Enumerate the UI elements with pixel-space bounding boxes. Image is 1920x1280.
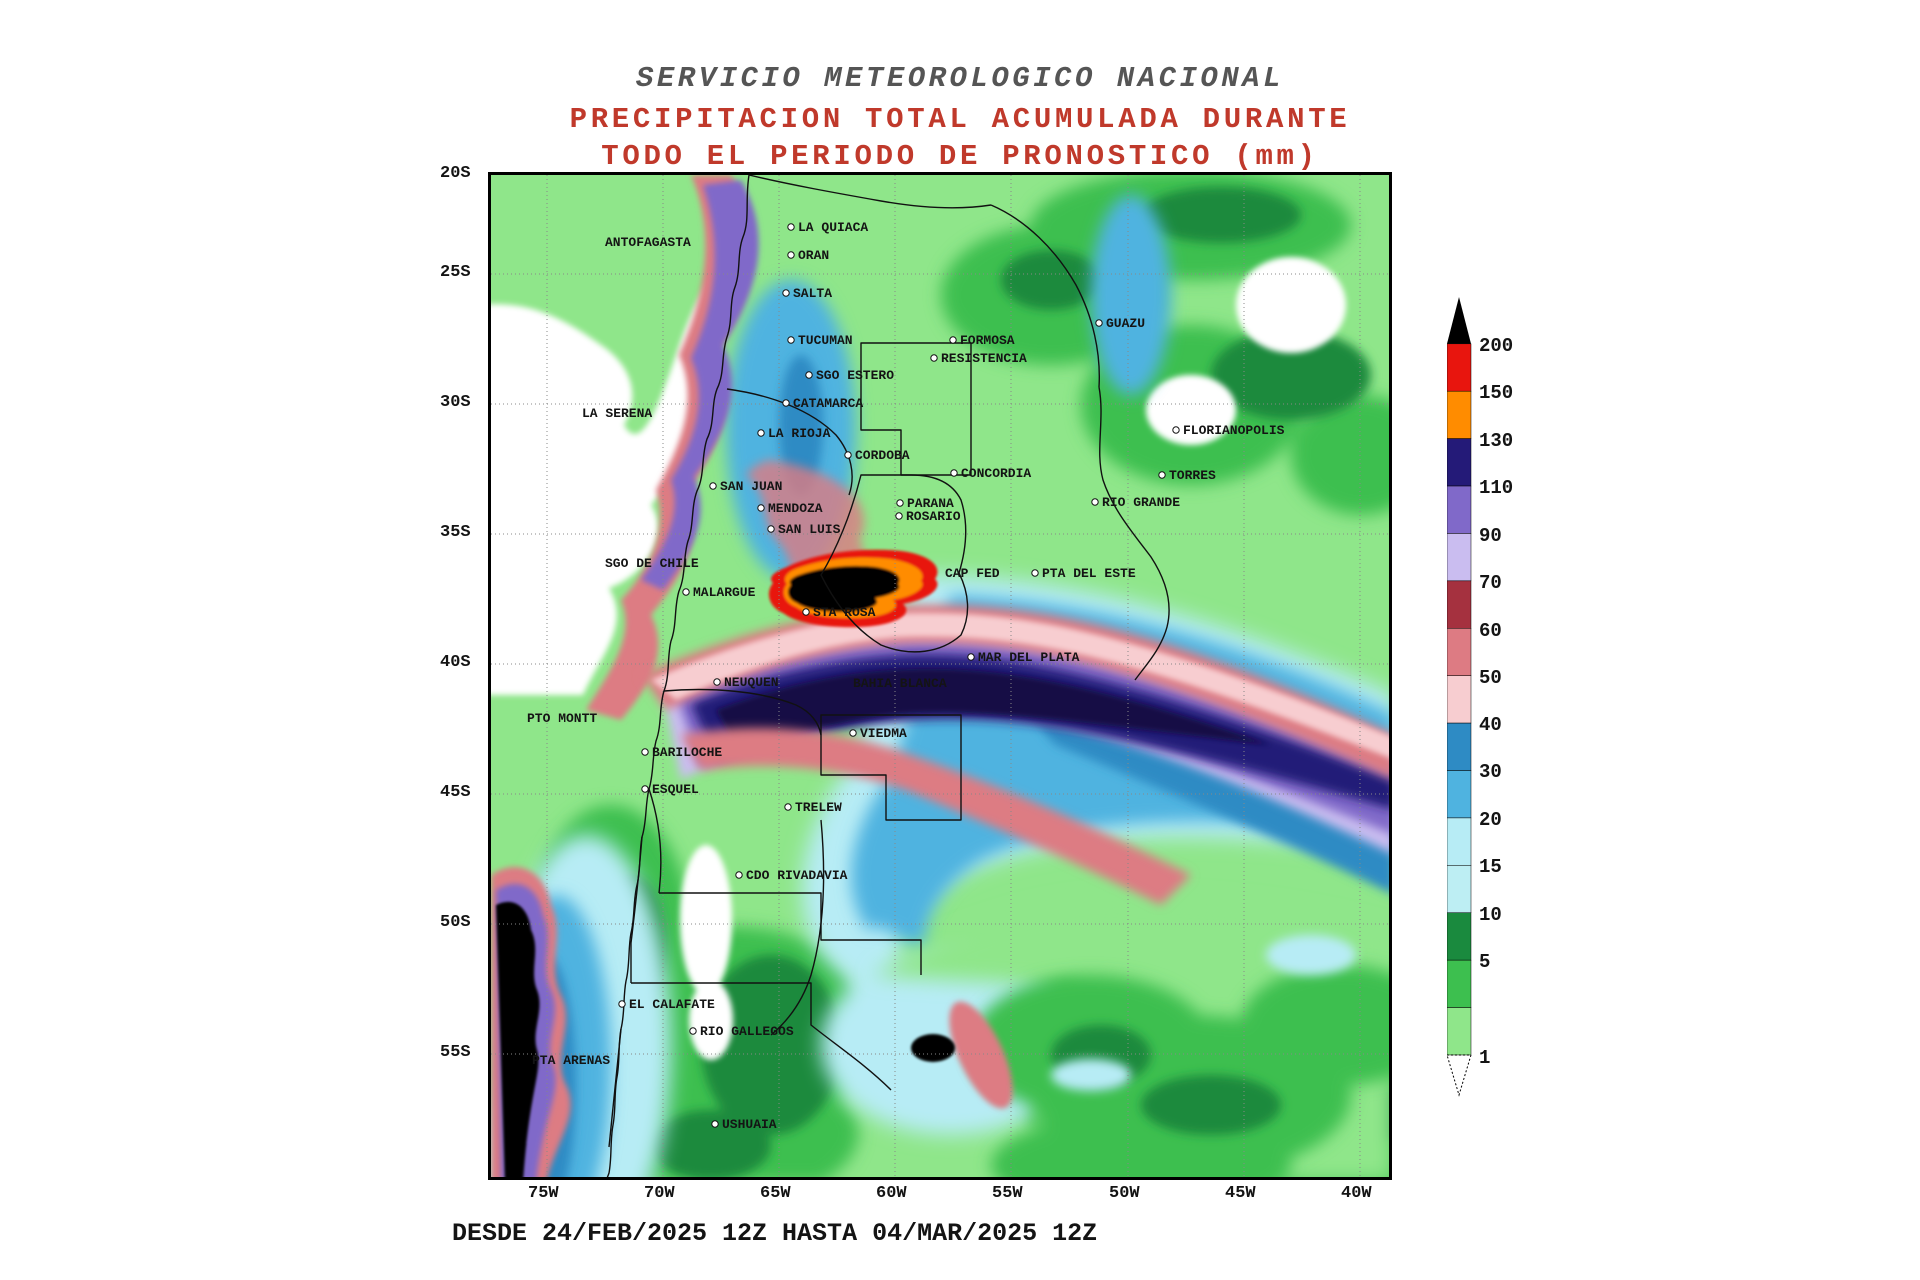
svg-text:SAN JUAN: SAN JUAN	[720, 479, 782, 494]
svg-text:FLORIANOPOLIS: FLORIANOPOLIS	[1183, 423, 1285, 438]
svg-text:20: 20	[1479, 809, 1502, 831]
svg-text:60: 60	[1479, 620, 1502, 642]
svg-text:BARILOCHE: BARILOCHE	[652, 745, 722, 760]
svg-text:FORMOSA: FORMOSA	[960, 333, 1015, 348]
svg-text:RIO GALLEGOS: RIO GALLEGOS	[700, 1024, 794, 1039]
svg-text:RIO GRANDE: RIO GRANDE	[1102, 495, 1180, 510]
svg-text:EL CALAFATE: EL CALAFATE	[629, 997, 715, 1012]
svg-text:200: 200	[1479, 335, 1513, 357]
svg-text:LA RIOJA: LA RIOJA	[768, 426, 831, 441]
svg-text:SAN LUIS: SAN LUIS	[778, 522, 841, 537]
svg-text:10: 10	[1479, 904, 1502, 926]
svg-text:STA ROSA: STA ROSA	[813, 605, 876, 620]
svg-text:LA SERENA: LA SERENA	[582, 406, 652, 421]
svg-text:PTO MONTT: PTO MONTT	[527, 711, 597, 726]
svg-text:GUAZU: GUAZU	[1106, 316, 1145, 331]
svg-text:NEUQUEN: NEUQUEN	[724, 675, 779, 690]
svg-text:15: 15	[1479, 856, 1502, 878]
svg-text:PTA ARENAS: PTA ARENAS	[532, 1053, 610, 1068]
svg-text:130: 130	[1479, 430, 1513, 452]
svg-text:MALARGUE: MALARGUE	[693, 585, 756, 600]
svg-text:SGO ESTERO: SGO ESTERO	[816, 368, 894, 383]
svg-text:ORAN: ORAN	[798, 248, 829, 263]
svg-text:PTA DEL ESTE: PTA DEL ESTE	[1042, 566, 1136, 581]
svg-text:1: 1	[1479, 1047, 1490, 1069]
svg-text:CDO RIVADAVIA: CDO RIVADAVIA	[746, 868, 848, 883]
svg-text:CAP FED: CAP FED	[945, 566, 1000, 581]
svg-text:SGO DE CHILE: SGO DE CHILE	[605, 556, 699, 571]
svg-text:50: 50	[1479, 667, 1502, 689]
svg-text:5: 5	[1479, 951, 1490, 973]
svg-text:ROSARIO: ROSARIO	[906, 509, 961, 524]
svg-text:TORRES: TORRES	[1169, 468, 1216, 483]
svg-text:SALTA: SALTA	[793, 286, 832, 301]
svg-text:CONCORDIA: CONCORDIA	[961, 466, 1031, 481]
svg-text:MAR DEL PLATA: MAR DEL PLATA	[978, 650, 1080, 665]
svg-text:BAHIA BLANCA: BAHIA BLANCA	[853, 676, 947, 691]
svg-text:USHUAIA: USHUAIA	[722, 1117, 777, 1132]
svg-text:30: 30	[1479, 761, 1502, 783]
svg-text:ESQUEL: ESQUEL	[652, 782, 699, 797]
svg-text:150: 150	[1479, 382, 1513, 404]
svg-text:110: 110	[1479, 477, 1513, 499]
svg-text:TRELEW: TRELEW	[795, 800, 842, 815]
svg-text:90: 90	[1479, 525, 1502, 547]
svg-text:VIEDMA: VIEDMA	[860, 726, 907, 741]
svg-text:40: 40	[1479, 714, 1502, 736]
svg-text:CATAMARCA: CATAMARCA	[793, 396, 863, 411]
svg-text:70: 70	[1479, 572, 1502, 594]
svg-text:TUCUMAN: TUCUMAN	[798, 333, 853, 348]
svg-text:CORDOBA: CORDOBA	[855, 448, 910, 463]
svg-text:RESISTENCIA: RESISTENCIA	[941, 351, 1027, 366]
svg-text:MENDOZA: MENDOZA	[768, 501, 823, 516]
svg-text:ANTOFAGASTA: ANTOFAGASTA	[605, 235, 691, 250]
svg-text:LA QUIACA: LA QUIACA	[798, 220, 868, 235]
